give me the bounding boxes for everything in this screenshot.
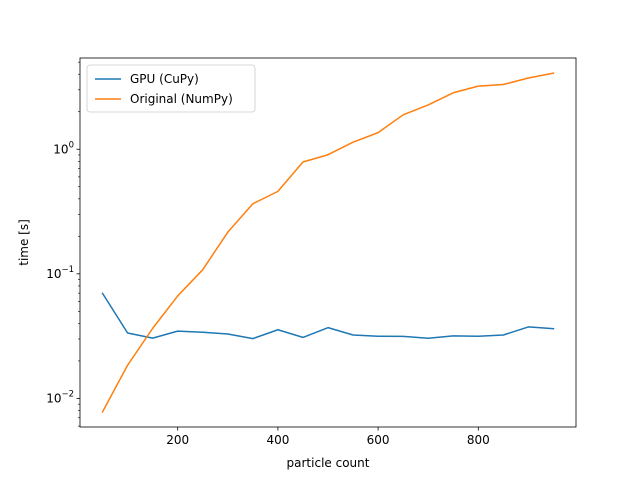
legend-box bbox=[86, 64, 256, 113]
axes-frame bbox=[79, 57, 577, 428]
axes-layer: 200 400 600 800 10−2 10−1 100 bbox=[46, 57, 577, 447]
y-tick-label: 100 bbox=[53, 140, 74, 156]
x-tick-label: 400 bbox=[266, 433, 289, 447]
x-tick-label: 200 bbox=[166, 433, 189, 447]
series-line-0 bbox=[101, 292, 555, 340]
y-tick-label: 10−1 bbox=[46, 265, 74, 281]
x-tick-label: 800 bbox=[467, 433, 490, 447]
series-line-1 bbox=[101, 72, 555, 413]
legend-label-0: GPU (CuPy) bbox=[130, 72, 199, 86]
plot-area bbox=[80, 58, 576, 427]
legend-label-1: Original (NumPy) bbox=[130, 92, 233, 106]
x-axis-label: particle count bbox=[287, 456, 370, 470]
legend: GPU (CuPy) Original (NumPy) bbox=[86, 64, 256, 113]
series-layer bbox=[101, 72, 555, 413]
y-tick-label: 10−2 bbox=[46, 389, 74, 405]
x-tick-label: 600 bbox=[367, 433, 390, 447]
y-axis-label: time [s] bbox=[17, 219, 31, 266]
